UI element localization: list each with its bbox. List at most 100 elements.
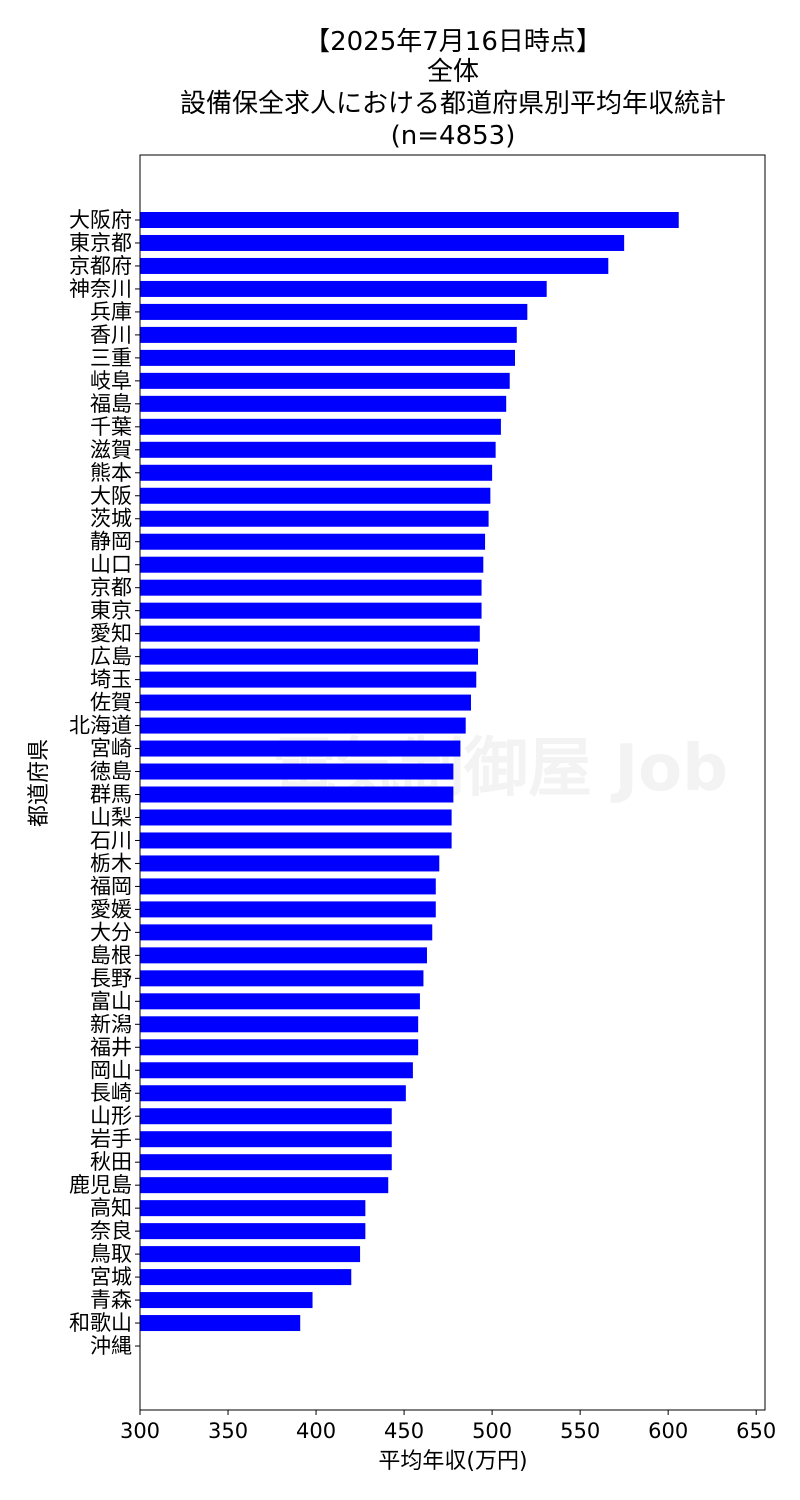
x-ticks: 300 350 400 450 500 550 600 650 [120,1410,776,1443]
bar [140,855,440,872]
bar [140,694,471,711]
y-tick-label: 京都 [90,576,132,600]
y-tick-label: 東京都 [69,231,132,255]
bar [140,717,466,734]
bar [140,1269,352,1286]
y-tick-label: 鹿児島 [69,1173,132,1197]
bar [140,1177,389,1194]
y-tick-label: 山形 [90,1104,132,1128]
y-tick-label: 静岡 [90,530,132,554]
y-tick-label: 大阪 [90,484,132,508]
y-tick-label: 大阪府 [69,208,132,232]
y-tick-label: 青森 [90,1288,132,1312]
y-tick-label: 三重 [90,346,132,370]
y-tick-label: 山梨 [90,805,132,829]
bar [140,970,424,987]
y-tick-label: 島根 [90,943,132,967]
bar [140,1131,392,1148]
bar [140,395,507,412]
x-tick-label: 450 [384,1419,424,1443]
bar [140,1223,366,1240]
y-tick-label: 愛媛 [90,897,132,921]
y-tick-label: 千葉 [90,415,132,439]
bar [140,1292,313,1309]
plot-frame [139,154,766,1411]
y-tick-label: 神奈川 [69,277,132,301]
bar [140,809,452,826]
bar [140,1108,392,1125]
y-tick-label: 福島 [90,392,132,416]
bar [140,1039,419,1056]
y-tick-label: 栃木 [90,851,132,875]
bar [140,234,625,251]
y-tick-label: 佐賀 [90,691,132,715]
y-tick-label: 群馬 [90,783,132,807]
y-tick-label: 長野 [90,966,132,990]
bar [140,418,501,435]
bar [140,993,420,1010]
x-axis-label: 平均年収(万円) [378,1449,527,1474]
chart-title-line: 全体 [427,57,479,87]
y-tick-label: 高知 [90,1196,132,1220]
bar [140,257,609,274]
y-tick-label: 徳島 [90,760,132,784]
y-tick-label: 兵庫 [90,300,132,324]
y-tick-label: 滋賀 [90,438,132,462]
bar [140,556,484,573]
y-tick-label: 宮城 [90,1265,132,1289]
x-tick-label: 300 [120,1419,160,1443]
bar [140,832,452,849]
y-tick-label: 岩手 [90,1127,132,1151]
bar [140,510,489,527]
bar [140,349,515,366]
bar [140,878,436,895]
bar [140,533,486,550]
bar [140,1246,361,1263]
y-tick-label: 沖縄 [90,1334,132,1358]
y-tick-label: 長崎 [90,1081,132,1105]
bar [140,326,517,343]
bar [140,901,436,918]
bar [140,1016,419,1033]
y-tick-label: 和歌山 [69,1311,132,1335]
bar [140,625,480,642]
x-tick-label: 550 [560,1419,600,1443]
bar [140,372,510,389]
x-tick-label: 650 [736,1419,776,1443]
chart-title-line: 設備保全求人における都道府県別平均年収統計 [180,89,726,119]
bar [140,1200,366,1217]
y-tick-label: 大分 [90,920,132,944]
bar [140,1154,392,1171]
x-tick-label: 400 [296,1419,336,1443]
y-tick-label: 埼玉 [90,668,132,692]
bars-group [140,212,679,1332]
chart-title-line: (n=4853) [391,121,516,151]
y-tick-label: 茨城 [90,507,132,531]
bar [140,947,427,964]
bar [140,280,547,297]
bar [140,602,482,619]
y-tick-label: 東京 [90,599,132,623]
bar [140,648,479,665]
y-tick-label: 新潟 [90,1012,132,1036]
y-tick-label: 奈良 [90,1219,132,1243]
y-tick-label: 京都府 [69,254,132,278]
bar [140,464,493,481]
bar [140,579,482,596]
x-tick-label: 500 [472,1419,512,1443]
y-tick-label: 富山 [90,989,132,1013]
y-tick-label: 北海道 [69,714,132,738]
y-tick-label: 石川 [90,828,132,852]
bar [140,487,491,504]
bar [140,441,496,458]
y-tick-label: 広島 [90,645,132,669]
y-tick-label: 山口 [90,553,132,577]
bar [140,1085,406,1102]
y-tick-label: 秋田 [90,1150,132,1174]
x-tick-label: 600 [648,1419,688,1443]
bar [140,1062,413,1079]
y-tick-label: 愛知 [90,622,132,646]
y-tick-label: 福井 [90,1035,132,1059]
